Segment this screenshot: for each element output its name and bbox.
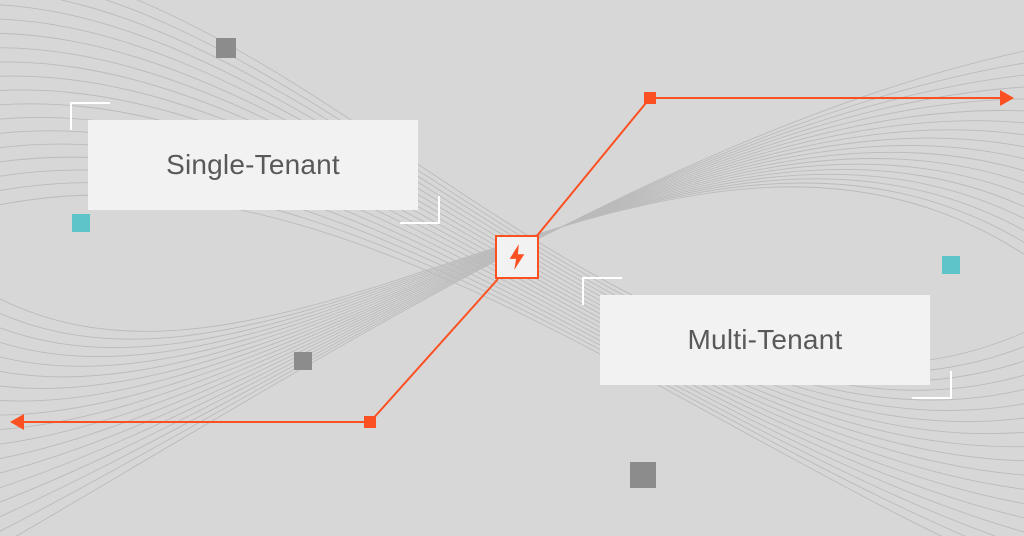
gray-sq-top xyxy=(216,38,236,58)
center-bolt-box xyxy=(495,235,539,279)
single-tenant-card-label: Single-Tenant xyxy=(166,149,340,181)
diagram-canvas: Single-Tenant Multi-Tenant xyxy=(0,0,1024,536)
gray-sq-mid xyxy=(294,352,312,370)
multi-tenant-card: Multi-Tenant xyxy=(600,295,930,385)
multi-bracket-tl xyxy=(582,277,622,305)
teal-sq-right xyxy=(942,256,960,274)
single-tenant-card: Single-Tenant xyxy=(88,120,418,210)
single-bracket-tl xyxy=(70,102,110,130)
bolt-icon xyxy=(506,244,528,270)
multi-tenant-card-label: Multi-Tenant xyxy=(688,324,843,356)
single-bracket-br xyxy=(400,196,440,224)
multi-bracket-br xyxy=(912,371,952,399)
teal-sq-left xyxy=(72,214,90,232)
gray-sq-bottom xyxy=(630,462,656,488)
